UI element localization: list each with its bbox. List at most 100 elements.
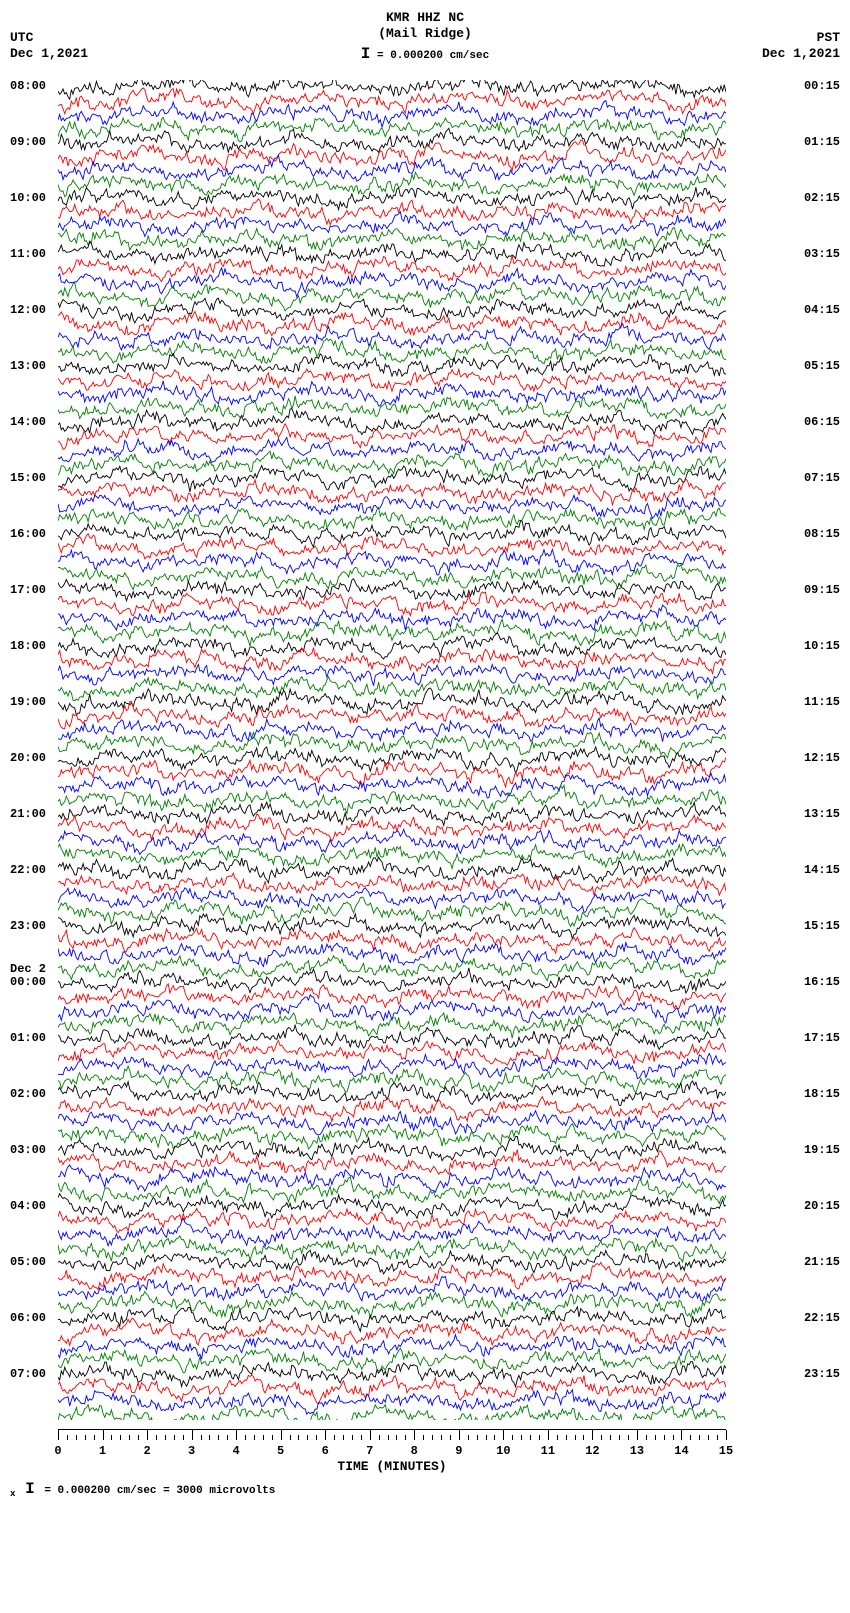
x-tick-major xyxy=(681,1430,682,1440)
x-tick-minor xyxy=(690,1435,691,1440)
pst-hour-label: 10:15 xyxy=(804,639,840,653)
x-tick-minor xyxy=(174,1435,175,1440)
utc-hour-label: 14:00 xyxy=(10,415,46,429)
pst-hour-label: 12:15 xyxy=(804,751,840,765)
right-date: Dec 1,2021 xyxy=(762,46,840,62)
x-tick-minor xyxy=(405,1435,406,1440)
x-tick-label: 13 xyxy=(630,1444,644,1458)
x-tick-major xyxy=(503,1430,504,1440)
trace-line xyxy=(58,605,726,630)
trace-line xyxy=(58,747,726,773)
utc-hour-label: 09:00 xyxy=(10,135,46,149)
x-tick-minor xyxy=(94,1435,95,1440)
x-tick-minor xyxy=(575,1435,576,1440)
utc-hour-label: 07:00 xyxy=(10,1367,46,1381)
x-tick-minor xyxy=(664,1435,665,1440)
trace-line xyxy=(58,80,726,99)
trace-line xyxy=(58,1208,726,1232)
x-tick-label: 4 xyxy=(233,1444,240,1458)
trace-line xyxy=(58,773,726,798)
x-tick-minor xyxy=(477,1435,478,1440)
utc-hour-label: 01:00 xyxy=(10,1031,46,1045)
x-tick-minor xyxy=(218,1435,219,1440)
x-tick-label: 9 xyxy=(455,1444,462,1458)
utc-hour-label: 20:00 xyxy=(10,751,46,765)
trace-line xyxy=(58,688,726,715)
x-tick-minor xyxy=(566,1435,567,1440)
trace-line xyxy=(58,128,726,152)
x-tick-minor xyxy=(272,1435,273,1440)
utc-hour-label: 06:00 xyxy=(10,1311,46,1325)
trace-line xyxy=(58,1177,726,1204)
utc-hour-label: 17:00 xyxy=(10,583,46,597)
x-tick-minor xyxy=(290,1435,291,1440)
x-tick-major xyxy=(459,1430,460,1440)
utc-hour-label: 02:00 xyxy=(10,1087,46,1101)
x-tick-minor xyxy=(138,1435,139,1440)
x-tick-minor xyxy=(583,1435,584,1440)
trace-line xyxy=(58,1276,726,1301)
utc-hour-label: 04:00 xyxy=(10,1199,46,1213)
x-tick-minor xyxy=(298,1435,299,1440)
x-tick-minor xyxy=(557,1435,558,1440)
pst-hour-label: 18:15 xyxy=(804,1087,840,1101)
x-tick-minor xyxy=(361,1435,362,1440)
x-tick-minor xyxy=(254,1435,255,1440)
trace-line xyxy=(58,1335,726,1360)
left-timezone: UTC xyxy=(10,30,88,46)
pst-hour-label: 17:15 xyxy=(804,1031,840,1045)
trace-line xyxy=(58,338,726,363)
x-tick-minor xyxy=(307,1435,308,1440)
trace-line xyxy=(58,242,726,266)
x-tick-label: 8 xyxy=(411,1444,418,1458)
pst-hour-label: 15:15 xyxy=(804,919,840,933)
trace-line xyxy=(58,268,726,297)
trace-line xyxy=(58,354,726,377)
utc-hour-label: 15:00 xyxy=(10,471,46,485)
trace-line xyxy=(58,802,726,825)
utc-hour-label: 18:00 xyxy=(10,639,46,653)
trace-line xyxy=(58,1025,726,1049)
pst-hour-label: 01:15 xyxy=(804,135,840,149)
left-date: Dec 1,2021 xyxy=(10,46,88,62)
utc-hour-label: 08:00 xyxy=(10,79,46,93)
trace-line xyxy=(58,1361,726,1386)
trace-line xyxy=(58,1150,726,1175)
x-tick-major xyxy=(236,1430,237,1440)
x-tick-minor xyxy=(628,1435,629,1440)
trace-line xyxy=(58,956,726,981)
pst-hour-label: 22:15 xyxy=(804,1311,840,1325)
pst-hour-label: 03:15 xyxy=(804,247,840,261)
trace-line xyxy=(58,187,726,210)
x-axis: TIME (MINUTES) 0123456789101112131415 xyxy=(58,1420,726,1470)
x-tick-minor xyxy=(388,1435,389,1440)
x-tick-major xyxy=(726,1430,727,1440)
pst-hour-label: 00:15 xyxy=(804,79,840,93)
x-tick-minor xyxy=(512,1435,513,1440)
x-tick-label: 12 xyxy=(585,1444,599,1458)
trace-line xyxy=(58,1292,726,1318)
trace-line xyxy=(58,534,726,559)
date-break-label: Dec 2 xyxy=(10,962,46,976)
x-tick-minor xyxy=(486,1435,487,1440)
utc-hour-label: 05:00 xyxy=(10,1255,46,1269)
trace-line xyxy=(58,256,726,282)
pst-hour-label: 14:15 xyxy=(804,863,840,877)
x-tick-major xyxy=(548,1430,549,1440)
pst-hour-label: 11:15 xyxy=(804,695,840,709)
utc-hour-label: 10:00 xyxy=(10,191,46,205)
x-tick-major xyxy=(281,1430,282,1440)
footer-scale: x I = 0.000200 cm/sec = 3000 microvolts xyxy=(10,1480,840,1499)
utc-hour-label: 00:00 xyxy=(10,975,46,989)
utc-hour-label: 12:00 xyxy=(10,303,46,317)
seismic-traces xyxy=(58,80,726,1420)
pst-hour-label: 13:15 xyxy=(804,807,840,821)
trace-line xyxy=(58,212,726,237)
x-tick-minor xyxy=(521,1435,522,1440)
utc-hour-label: 21:00 xyxy=(10,807,46,821)
x-tick-minor xyxy=(441,1435,442,1440)
x-tick-major xyxy=(414,1430,415,1440)
x-tick-minor xyxy=(396,1435,397,1440)
x-tick-label: 7 xyxy=(366,1444,373,1458)
x-tick-minor xyxy=(245,1435,246,1440)
